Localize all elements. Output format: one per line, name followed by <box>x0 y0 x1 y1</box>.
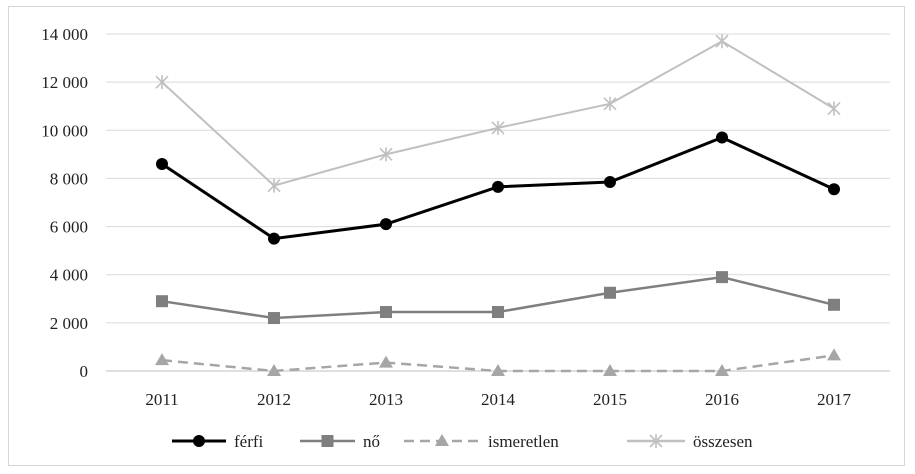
y-tick-label: 4 000 <box>50 266 88 285</box>
legend: férfi nő ismeretlen összesen <box>172 432 753 451</box>
series-group <box>155 34 841 376</box>
data-point-ismeretlen <box>827 348 841 361</box>
legend-label: ismeretlen <box>488 432 559 451</box>
data-point-osszesen <box>491 120 505 135</box>
x-tick-label: 2015 <box>593 390 627 409</box>
y-tick-label: 8 000 <box>50 169 88 188</box>
data-point-no <box>156 295 168 308</box>
y-tick-label: 6 000 <box>50 218 88 237</box>
data-point-ismeretlen <box>267 364 281 376</box>
series-ferfi <box>156 131 840 245</box>
legend-label: nő <box>363 432 380 451</box>
data-point-no <box>380 306 392 319</box>
y-tick-label: 10 000 <box>41 121 88 140</box>
series-line-osszesen <box>161 40 835 187</box>
data-point-ferfi <box>492 180 504 193</box>
x-axis-tick-labels: 2011 2012 2013 2014 2015 2016 2017 <box>145 390 851 409</box>
x-tick-label: 2013 <box>369 390 403 409</box>
y-tick-label: 2 000 <box>50 314 88 333</box>
gridlines <box>106 33 890 324</box>
y-tick-label: 0 <box>80 362 89 381</box>
data-point-osszesen <box>715 34 729 49</box>
data-point-no <box>716 271 728 284</box>
series-osszesen <box>155 34 841 193</box>
data-point-ferfi <box>380 218 392 231</box>
data-point-osszesen <box>379 147 393 162</box>
legend-swatch-marker <box>321 435 334 447</box>
x-tick-label: 2011 <box>145 390 178 409</box>
data-point-ferfi <box>604 176 616 189</box>
data-point-ismeretlen <box>603 364 617 376</box>
legend-item-ismeretlen: ismeretlen <box>404 432 559 451</box>
x-tick-label: 2017 <box>817 390 852 409</box>
y-axis-tick-labels: 0 2 000 4 000 6 000 8 000 10 000 12 000 14 000 <box>41 25 88 381</box>
data-point-osszesen <box>827 101 841 116</box>
data-point-no <box>604 286 616 299</box>
data-point-no <box>268 312 280 325</box>
series-no <box>156 271 840 325</box>
data-point-ferfi <box>828 183 840 196</box>
data-point-ismeretlen <box>715 364 729 376</box>
chart-frame <box>8 6 905 466</box>
data-point-no <box>828 298 840 311</box>
data-point-ferfi <box>716 131 728 144</box>
legend-label: összesen <box>693 432 753 451</box>
series-ismeretlen <box>155 348 841 376</box>
y-tick-label: 14 000 <box>41 25 88 44</box>
legend-item-no: nő <box>300 432 380 451</box>
data-point-ismeretlen <box>491 364 505 376</box>
data-point-osszesen <box>267 178 281 193</box>
x-tick-label: 2014 <box>481 390 516 409</box>
data-point-ferfi <box>156 157 168 170</box>
legend-item-osszesen: összesen <box>627 432 753 451</box>
x-tick-label: 2012 <box>257 390 291 409</box>
x-tick-label: 2016 <box>705 390 739 409</box>
data-point-no <box>492 306 504 319</box>
legend-label: férfi <box>234 432 264 451</box>
legend-swatch-marker <box>193 435 205 447</box>
data-point-ismeretlen <box>155 353 169 366</box>
data-point-osszesen <box>155 75 169 90</box>
data-point-ferfi <box>268 232 280 245</box>
legend-item-ferfi: férfi <box>172 432 264 451</box>
data-point-osszesen <box>603 96 617 111</box>
data-point-ismeretlen <box>379 355 393 368</box>
legend-swatch-marker <box>435 434 449 446</box>
y-tick-label: 12 000 <box>41 73 88 92</box>
legend-swatch-marker <box>649 434 663 448</box>
